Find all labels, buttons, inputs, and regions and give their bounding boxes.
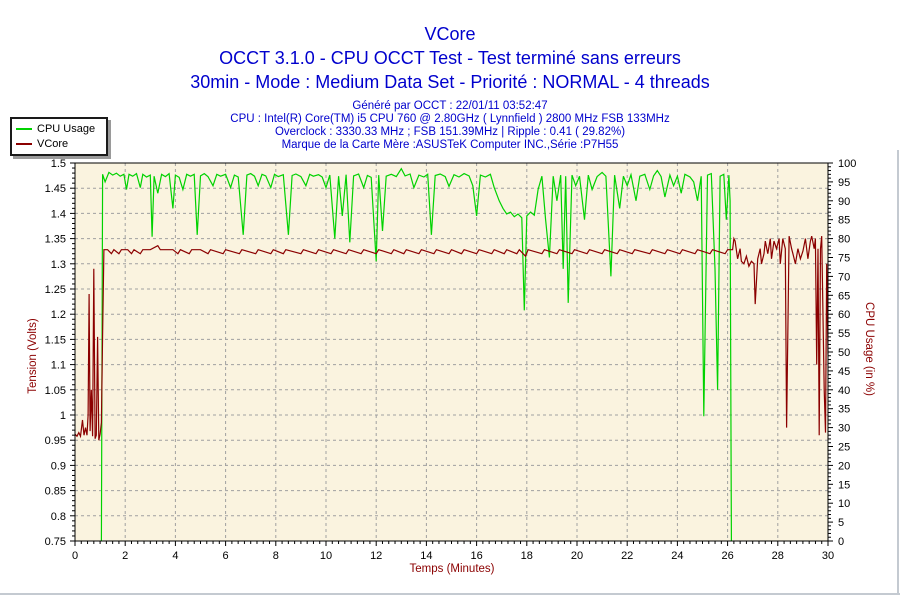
y-right-tick-label: 50 [838,347,850,359]
y-left-tick-label: 1.25 [45,284,66,296]
window-border-right [897,150,899,595]
y-left-tick-label: 1.2 [51,309,66,321]
legend-label-vcore: VCore [37,137,69,150]
info-cpu: CPU : Intel(R) Core(TM) i5 CPU 760 @ 2.8… [230,113,670,125]
y-right-tick-label: 85 [838,215,850,227]
x-tick-label: 8 [273,550,279,562]
y-axis-label-left: Tension (Volts) [27,318,39,394]
y-left-tick-label: 1.3 [51,259,66,271]
chart-subtitle-test: OCCT 3.1.0 - CPU OCCT Test - Test termin… [219,48,681,68]
x-tick-label: 10 [320,550,332,562]
y-right-tick-label: 25 [838,442,850,454]
y-left-tick-label: 1 [60,410,66,422]
x-tick-label: 20 [571,550,583,562]
y-left-tick-label: 0.9 [51,460,66,472]
y-axis-label-right: CPU Usage (in %) [863,302,875,396]
cpu-usage-line [100,167,733,542]
x-tick-label: 22 [621,550,633,562]
x-tick-label: 16 [470,550,482,562]
x-tick-label: 6 [223,550,229,562]
y-right-tick-label: 35 [838,404,850,416]
x-tick-label: 26 [721,550,733,562]
y-right-tick-label: 65 [838,290,850,302]
legend-item-cpu-usage: CPU Usage [16,121,102,136]
legend-swatch-cpu-usage [16,127,32,130]
x-tick-label: 12 [370,550,382,562]
y-right-tick-label: 100 [838,158,856,170]
chart-title: VCore [424,24,476,44]
y-right-tick-label: 70 [838,271,850,283]
y-left-tick-label: 1.15 [45,334,66,346]
plot-area [75,163,828,541]
y-right-tick-label: 75 [838,253,850,265]
x-axis-label: Temps (Minutes) [409,563,495,575]
x-tick-label: 28 [772,550,784,562]
y-right-tick-label: 60 [838,309,850,321]
legend: CPU Usage VCore [10,117,108,156]
x-tick-label: 24 [671,550,683,562]
y-right-tick-label: 40 [838,385,850,397]
legend-label-cpu-usage: CPU Usage [37,122,96,135]
y-right-tick-label: 45 [838,366,850,378]
vcore-line [74,235,829,441]
y-left-tick-label: 1.45 [45,183,66,195]
window-border-bottom [0,593,900,595]
x-tick-label: 4 [172,550,178,562]
y-right-tick-label: 20 [838,460,850,472]
y-right-tick-label: 5 [838,517,844,529]
info-generated: Généré par OCCT : 22/01/11 03:52:47 [352,100,548,112]
y-left-tick-label: 1.4 [51,208,66,220]
y-right-tick-label: 30 [838,423,850,435]
y-left-tick-label: 1.1 [51,360,66,372]
x-tick-label: 0 [72,550,78,562]
y-left-tick-label: 0.8 [51,511,66,523]
y-left-tick-label: 0.75 [45,536,66,548]
plot-border [74,162,829,542]
y-right-tick-label: 55 [838,328,850,340]
x-tick-label: 30 [822,550,834,562]
chart-subtitle-mode: 30min - Mode : Medium Data Set - Priorit… [190,72,710,92]
y-right-tick-label: 0 [838,536,844,548]
x-tick-label: 14 [420,550,432,562]
y-right-tick-label: 10 [838,498,850,510]
y-left-tick-label: 0.85 [45,486,66,498]
info-overclock: Overclock : 3330.33 MHz ; FSB 151.39MHz … [274,126,626,138]
legend-item-vcore: VCore [16,136,102,151]
y-left-tick-label: 1.35 [45,234,66,246]
y-right-tick-label: 15 [838,479,850,491]
y-left-tick-label: 1.5 [51,158,66,170]
x-tick-label: 18 [521,550,533,562]
y-left-tick-label: 0.95 [45,435,66,447]
y-right-tick-label: 80 [838,234,850,246]
legend-swatch-vcore [16,142,32,145]
info-motherboard: Marque de la Carte Mère :ASUSTeK Compute… [281,139,619,151]
y-right-tick-label: 95 [838,177,850,189]
y-right-tick-label: 90 [838,196,850,208]
x-tick-label: 2 [122,550,128,562]
y-left-tick-label: 1.05 [45,385,66,397]
